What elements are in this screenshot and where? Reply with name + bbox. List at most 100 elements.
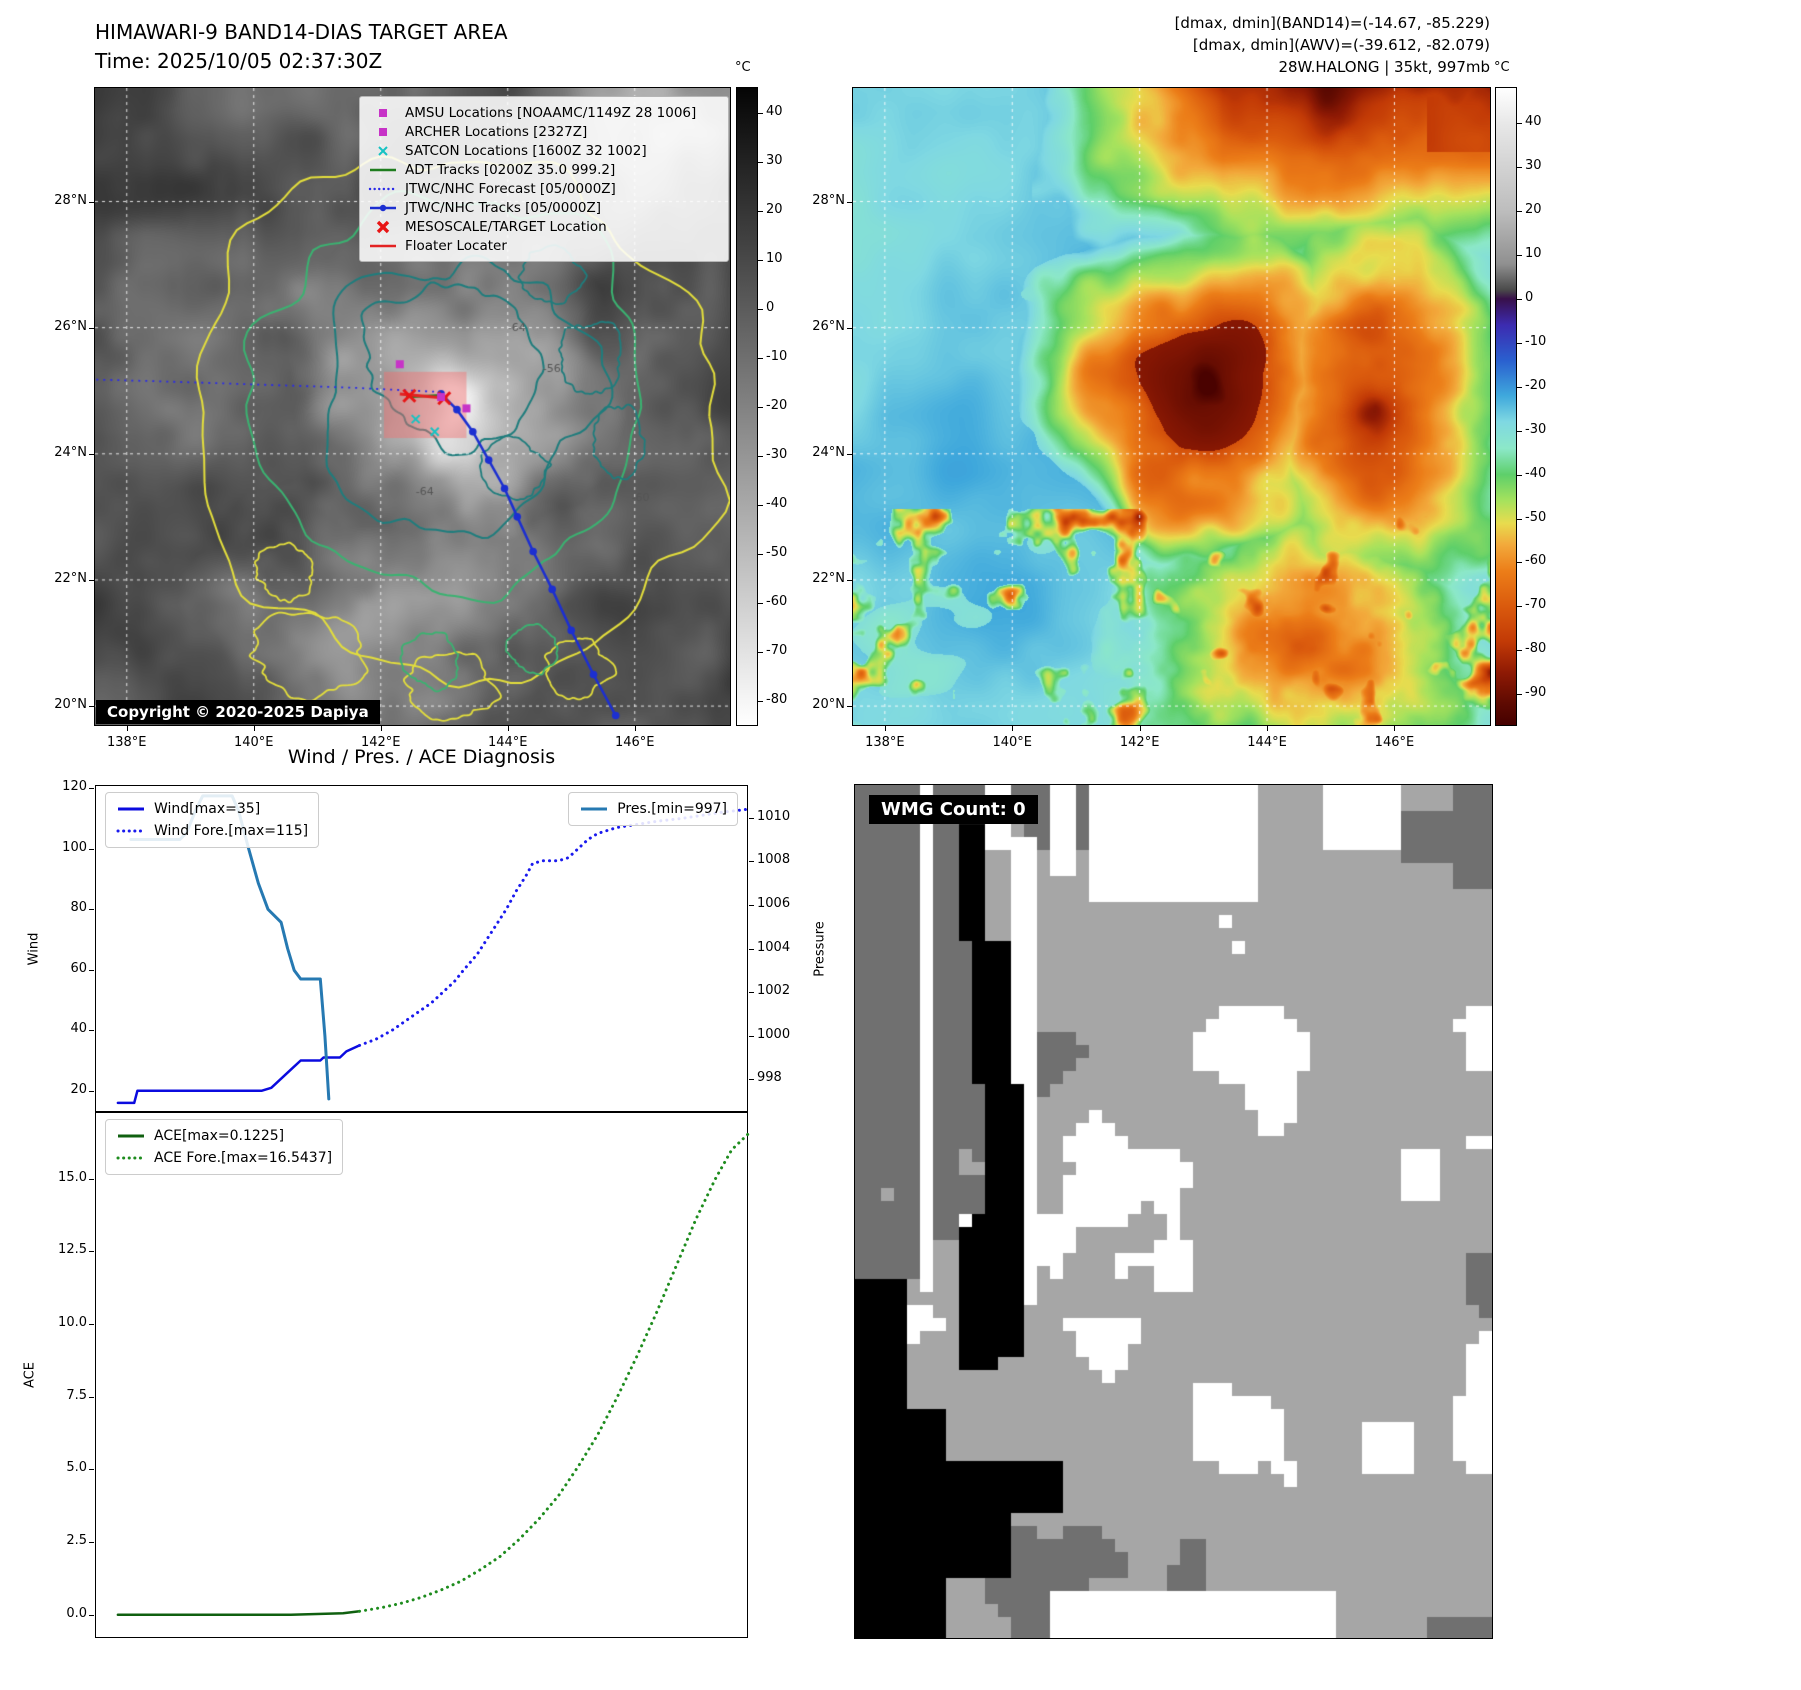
chart-title: Wind / Pres. / ACE Diagnosis [287,746,556,768]
y-tick-label: 15.0 [58,1169,87,1185]
awv-colorbar-tick-mark [1517,298,1522,300]
band14-colorbar [736,87,758,726]
legend-label: ACE Fore.[max=16.5437] [154,1150,333,1166]
lat-tick-mark [847,579,852,581]
legend-label: ACE[max=0.1225] [154,1128,285,1144]
band14-colorbar-tick-mark [758,455,763,457]
line-dot-marker-icon [370,204,396,211]
y2-tick-label: 1004 [757,939,791,955]
awv-colorbar-tick-label: -30 [1525,421,1547,437]
y-tick-mark [89,1178,94,1180]
map-legend-item: AMSU Locations [NOAAMC/1149Z 28 1006] [368,103,720,122]
wmg-count-label: WMG Count: 0 [869,795,1038,824]
awv-colorbar-unit: °C [1494,60,1510,75]
legend-label: Wind Fore.[max=115] [154,823,309,839]
lat-tick-label: 20°N [812,697,845,713]
band14-colorbar-tick-label: -50 [766,544,788,560]
awv-colorbar-tick-label: -40 [1525,465,1547,481]
lat-tick-mark [89,453,94,455]
y2-tick-mark [749,817,754,819]
y2-tick-mark [749,992,754,994]
lon-tick-mark [634,726,636,731]
lat-tick-label: 28°N [54,192,87,208]
figure-time: Time: 2025/10/05 02:37:30Z [95,49,383,73]
awv-colorbar-tick-label: -10 [1525,333,1547,349]
band14-colorbar-tick-label: -40 [766,495,788,511]
y-tick-label: 2.5 [66,1533,87,1549]
y2-tick-label: 1010 [757,808,791,824]
storm-identifier: 28W.HALONG | 35kt, 997mb [1278,58,1490,76]
map-legend-item: SATCON Locations [1600Z 32 1002] [368,141,720,160]
lon-tick-mark [1394,726,1396,731]
lon-tick-label: 142°E [1119,735,1160,750]
lat-tick-label: 24°N [54,444,87,460]
band14-colorbar-tick-label: 0 [766,299,775,315]
wmg-panel: WMG Count: 0 [854,784,1493,1639]
band14-colorbar-tick-label: -80 [766,691,788,707]
lat-tick-label: 24°N [812,444,845,460]
lat-tick-label: 22°N [54,570,87,586]
band14-colorbar-tick-label: 40 [766,103,783,119]
awv-colorbar-tick-label: -50 [1525,509,1547,525]
legend-swatch [116,1156,146,1160]
y-tick-mark [89,848,94,850]
y-tick-mark [89,1251,94,1253]
square-marker-icon [379,108,387,117]
awv-colorbar-tick-mark [1517,386,1522,388]
band14-colorbar-unit: °C [735,60,751,75]
awv-colorbar-tick-mark [1517,167,1522,169]
lon-tick-mark [1267,726,1269,731]
band14-colorbar-tick-mark [758,210,763,212]
map-legend-item: MESOSCALE/TARGET Location [368,217,720,236]
wind-axis-label: Wind [26,932,42,965]
y-tick-label: 40 [70,1021,87,1037]
map-legend: AMSU Locations [NOAAMC/1149Z 28 1006] ARC… [359,96,729,262]
dotted-marker-icon [368,187,398,190]
band14-colorbar-tick-label: 30 [766,152,783,168]
pressure-axis-label: Pressure [812,920,828,977]
map-legend-label: JTWC/NHC Forecast [05/0000Z] [405,180,616,197]
legend-swatch [118,1134,144,1138]
lon-tick-label: 140°E [992,735,1033,750]
y-tick-label: 0.0 [66,1605,87,1621]
map-legend-label: JTWC/NHC Tracks [05/0000Z] [405,199,602,216]
awv-map-panel [852,87,1491,726]
lat-tick-label: 20°N [54,697,87,713]
series-ace-fore-max-16-5437- [358,1132,750,1613]
awv-colorbar-tick-label: 40 [1525,114,1542,130]
lon-tick-label: 146°E [1374,735,1415,750]
awv-colorbar-tick-mark [1517,650,1522,652]
band14-colorbar-tick-mark [758,259,763,261]
legend-swatch [581,807,608,811]
y-tick-mark [89,788,94,790]
awv-colorbar-tick-label: -60 [1525,553,1547,569]
awv-colorbar-tick-label: 20 [1525,202,1542,217]
band14-colorbar-tick-label: -70 [766,642,788,658]
awv-colorbar-tick-mark [1517,254,1522,256]
y2-tick-mark [749,861,754,863]
lon-tick-label: 146°E [614,735,655,750]
awv-colorbar-tick-label: -20 [1525,377,1547,393]
map-legend-label: SATCON Locations [1600Z 32 1002] [405,142,647,159]
awv-colorbar-tick-mark [1517,694,1522,696]
map-legend-label: MESOSCALE/TARGET Location [405,218,607,235]
y-tick-mark [89,1542,94,1544]
legend-item: Wind Fore.[max=115] [116,820,308,842]
lat-tick-mark [847,453,852,455]
awv-colorbar-tick-label: 10 [1525,245,1542,261]
y-tick-label: 100 [62,839,87,855]
legend-swatch [118,807,144,811]
band14-colorbar-tick-mark [758,602,763,604]
y2-tick-label: 1006 [757,895,791,911]
line-marker-icon [370,244,396,247]
awv-colorbar [1495,87,1517,726]
lon-tick-label: 140°E [233,735,274,750]
map-legend-item: JTWC/NHC Tracks [05/0000Z] [368,198,720,217]
lon-tick-mark [507,726,509,731]
map-legend-label: ADT Tracks [0200Z 35.0 999.2] [405,161,616,178]
lon-tick-label: 142°E [360,735,401,750]
map-legend-label: Floater Locater [405,237,507,254]
x-marker-icon [378,145,388,156]
y2-tick-mark [749,1079,754,1081]
lon-tick-label: 138°E [106,735,147,750]
